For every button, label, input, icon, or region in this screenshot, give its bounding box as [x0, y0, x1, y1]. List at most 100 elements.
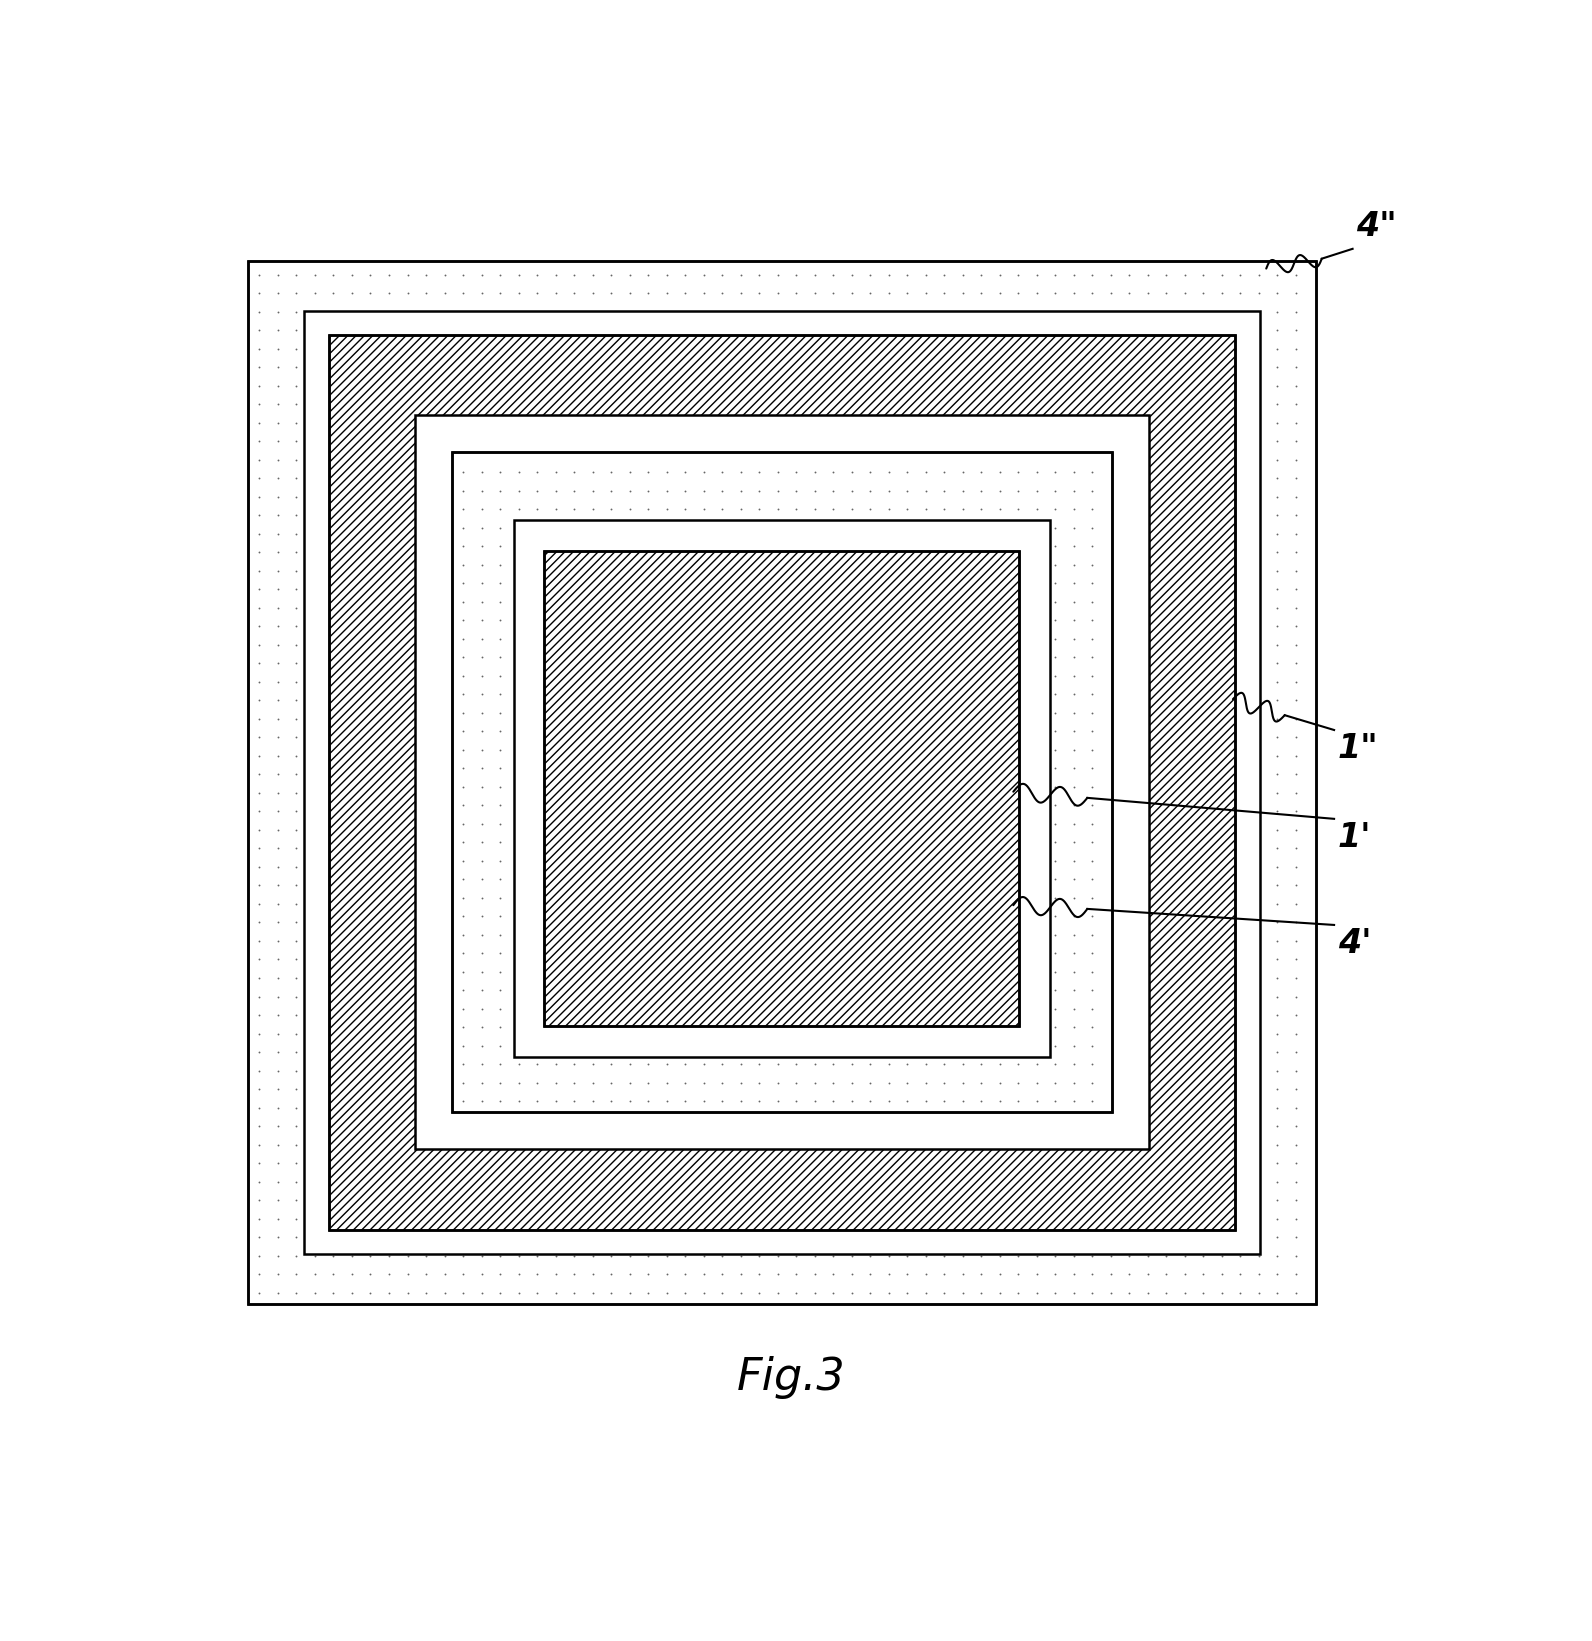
Point: [616, 817, 642, 843]
Point: [672, 965, 697, 991]
Point: [1006, 478, 1032, 504]
Point: [358, 1131, 384, 1157]
Point: [1135, 835, 1161, 862]
Point: [376, 779, 401, 806]
Point: [1247, 650, 1272, 676]
Point: [839, 724, 864, 750]
Point: [1283, 1224, 1309, 1250]
Point: [283, 853, 309, 880]
Point: [1264, 1057, 1290, 1083]
Point: [414, 410, 439, 437]
Point: [543, 688, 568, 714]
Point: [616, 884, 642, 911]
Point: [599, 502, 624, 528]
Point: [672, 848, 697, 875]
Point: [912, 1032, 938, 1058]
Point: [1006, 589, 1032, 615]
Point: [247, 261, 272, 287]
Point: [247, 317, 272, 343]
Point: [654, 983, 680, 1009]
Point: [247, 1076, 272, 1103]
Point: [931, 373, 957, 399]
Point: [895, 317, 920, 343]
Point: [451, 1057, 476, 1083]
Point: [1135, 354, 1161, 381]
Point: [820, 873, 845, 899]
Point: [950, 1057, 976, 1083]
Point: [1098, 446, 1124, 473]
Point: [858, 817, 884, 843]
Point: [747, 773, 772, 799]
Point: [839, 1070, 864, 1096]
Point: [968, 576, 993, 602]
Point: [339, 594, 365, 620]
Point: [1191, 540, 1216, 566]
Point: [728, 643, 753, 670]
Point: [431, 873, 457, 899]
Point: [451, 996, 476, 1022]
Point: [339, 336, 365, 363]
Point: [635, 625, 661, 651]
Point: [802, 996, 828, 1022]
Point: [1043, 589, 1068, 615]
Point: [543, 873, 568, 899]
Point: [672, 958, 697, 985]
Point: [1283, 1242, 1309, 1268]
Point: [302, 576, 328, 602]
Point: [654, 1186, 680, 1213]
Point: [1154, 1186, 1180, 1213]
Point: [1079, 848, 1105, 875]
Point: [802, 793, 828, 819]
Point: [376, 706, 401, 732]
Point: [1098, 520, 1124, 546]
Point: [1227, 336, 1253, 363]
Point: [599, 1206, 624, 1232]
Point: [858, 261, 884, 287]
Point: [912, 336, 938, 363]
Point: [728, 798, 753, 824]
Point: [783, 459, 809, 486]
Point: [1043, 891, 1068, 917]
Point: [1191, 724, 1216, 750]
Point: [912, 1260, 938, 1287]
Point: [987, 909, 1013, 935]
Point: [451, 484, 476, 510]
Point: [802, 391, 828, 417]
Point: [358, 299, 384, 325]
Point: [931, 743, 957, 770]
Point: [247, 983, 272, 1009]
Point: [895, 576, 920, 602]
Point: [968, 983, 993, 1009]
Point: [266, 798, 291, 824]
Point: [968, 1088, 993, 1114]
Point: [247, 873, 272, 899]
Point: [783, 1003, 809, 1029]
Point: [1264, 965, 1290, 991]
Point: [968, 643, 993, 670]
Point: [1172, 1150, 1197, 1177]
Point: [506, 410, 532, 437]
Point: [247, 502, 272, 528]
Point: [1043, 354, 1068, 381]
Point: [468, 1032, 494, 1058]
Point: [414, 873, 439, 899]
Point: [1247, 540, 1272, 566]
Point: [912, 779, 938, 806]
Point: [395, 1242, 420, 1268]
Point: [562, 681, 587, 707]
Point: [1208, 354, 1234, 381]
Point: [672, 798, 697, 824]
Point: [783, 632, 809, 658]
Point: [968, 1003, 993, 1029]
Point: [728, 502, 753, 528]
Point: [524, 1113, 549, 1139]
Point: [950, 1039, 976, 1065]
Point: [616, 940, 642, 967]
Point: [672, 1057, 697, 1083]
Point: [376, 540, 401, 566]
Point: [747, 1168, 772, 1195]
Point: [783, 947, 809, 973]
Point: [820, 540, 845, 566]
Point: [912, 576, 938, 602]
Point: [562, 336, 587, 363]
